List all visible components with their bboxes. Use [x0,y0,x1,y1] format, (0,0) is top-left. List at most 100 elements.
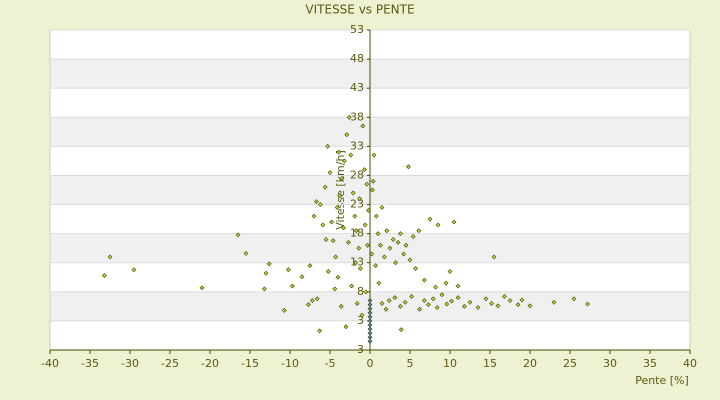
data-point [367,322,373,328]
data-point [379,205,385,210]
x-tick-label: 10 [443,357,457,370]
x-tick-label: -25 [161,357,179,370]
data-point [425,302,431,308]
data-point [367,330,373,336]
data-point [435,222,441,228]
data-point [338,303,344,309]
data-point [449,298,455,304]
data-point [346,114,352,120]
data-point [289,283,295,289]
data-point [329,219,335,225]
data-point [373,263,379,269]
data-point [365,242,371,248]
y-tick-label: 33 [350,139,364,152]
data-point [243,250,249,256]
data-point [491,254,497,260]
data-point [384,228,390,234]
data-point [585,301,591,307]
data-point [390,237,396,242]
data-point [345,239,351,245]
data-point [333,254,339,260]
data-point [416,228,422,234]
data-point [360,123,366,129]
data-point [356,245,362,251]
data-point [367,334,373,340]
data-point [311,213,317,219]
data-point [444,301,450,307]
data-point [495,303,501,309]
data-point [337,193,343,199]
x-tick-label: 35 [643,357,657,370]
data-point [367,314,373,320]
x-tick-label: -5 [325,357,336,370]
data-point [343,324,349,330]
x-tick-label: -15 [241,357,259,370]
y-tick-label: 18 [350,227,364,240]
data-point [397,303,403,309]
data-point [377,242,383,248]
x-tick-label: 25 [563,357,577,370]
data-point [367,298,373,303]
data-point [369,251,375,257]
data-point [397,231,403,237]
data-point [376,280,382,286]
data-point [299,274,305,280]
x-tick-label: -10 [281,357,299,370]
data-point [393,260,399,266]
data-point [334,205,340,210]
data-point [407,257,413,263]
data-point [369,187,375,193]
x-tick-label: -20 [201,357,219,370]
data-point [489,301,495,306]
data-point [501,294,507,299]
data-point [367,338,373,344]
x-tick-label: 30 [603,357,617,370]
data-point [527,303,533,309]
data-point [317,202,323,207]
data-point [353,228,359,234]
data-point [447,269,453,274]
data-point [320,222,326,228]
data-point [410,234,416,239]
y-tick-label: 38 [350,110,364,123]
x-tick-label: 40 [683,357,697,370]
data-point [519,297,525,303]
x-tick-label: -40 [41,357,59,370]
data-point [235,232,241,238]
chart-title: VITESSE vs PENTE [305,3,414,17]
data-point [413,266,419,271]
data-point [367,326,373,332]
x-tick-label: 0 [367,357,374,370]
data-point [433,284,439,290]
data-point [335,274,341,280]
data-point [362,222,368,228]
data-point [405,164,411,170]
data-point [101,273,107,278]
data-point [313,199,319,205]
data-point [322,184,328,190]
x-tick-label: -35 [81,357,99,370]
data-point [461,303,467,309]
data-point [332,286,338,292]
data-point [386,298,392,303]
data-point [373,213,379,219]
data-point [434,305,440,310]
data-point [451,219,457,225]
data-point [359,312,365,318]
data-point [199,285,205,291]
data-point [367,306,373,312]
data-point [395,239,401,245]
data-point [341,225,347,231]
data-point [309,298,315,303]
data-point [341,158,347,164]
x-tick-label: -30 [121,357,139,370]
data-point [349,283,355,289]
data-point [352,213,358,219]
y-axis-label: Vitesse [km/h] [334,150,347,230]
y-tick-label: 48 [350,52,364,65]
data-point [402,299,408,305]
data-point [305,302,311,308]
y-tick-label: 3 [357,314,364,327]
data-point [417,306,423,312]
data-point [263,270,269,276]
